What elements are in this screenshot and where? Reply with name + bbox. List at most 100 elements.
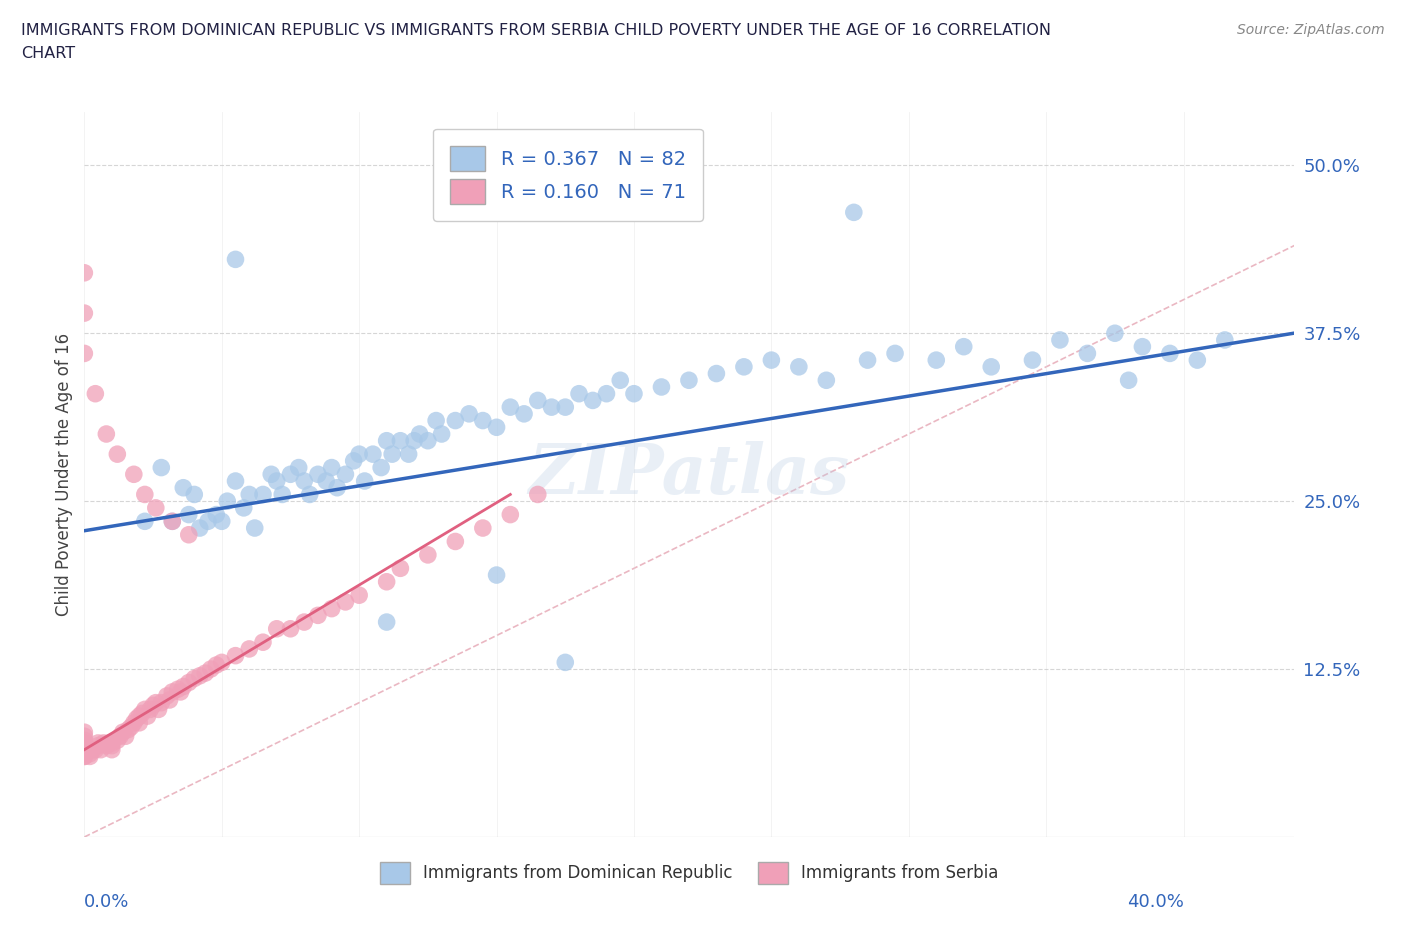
Point [87, 738, 110, 753]
Text: Source: ZipAtlas.com: Source: ZipAtlas.com [1237, 23, 1385, 37]
Point [162, 514, 184, 529]
Point [238, 487, 260, 502]
Point [733, 359, 755, 374]
Point [156, 688, 179, 703]
Point [527, 487, 550, 502]
Point [1118, 373, 1140, 388]
Point [471, 413, 494, 428]
Point [125, 711, 148, 726]
Point [183, 487, 205, 502]
Point [194, 666, 217, 681]
Point [120, 720, 142, 735]
Point [815, 373, 838, 388]
Point [122, 715, 145, 730]
Point [425, 413, 447, 428]
Point [90, 742, 112, 757]
Point [582, 393, 605, 408]
Y-axis label: Child Poverty Under the Age of 16: Child Poverty Under the Age of 16 [55, 333, 73, 616]
Point [595, 386, 617, 401]
Point [252, 487, 274, 502]
Point [952, 339, 974, 354]
Point [150, 460, 173, 475]
Point [205, 507, 228, 522]
Point [1187, 352, 1209, 367]
Point [471, 521, 494, 536]
Point [98, 736, 121, 751]
Point [292, 473, 315, 488]
Point [1076, 346, 1098, 361]
Point [73, 738, 96, 753]
Text: CHART: CHART [21, 46, 75, 61]
Point [540, 400, 562, 415]
Point [444, 413, 467, 428]
Point [884, 346, 907, 361]
Point [315, 473, 337, 488]
Point [554, 400, 576, 415]
Point [211, 655, 233, 670]
Point [430, 427, 453, 442]
Point [856, 352, 879, 367]
Point [172, 679, 194, 694]
Point [335, 594, 357, 609]
Point [292, 615, 315, 630]
Point [145, 500, 167, 515]
Point [73, 733, 96, 748]
Point [162, 514, 184, 529]
Point [211, 514, 233, 529]
Point [73, 749, 96, 764]
Point [243, 521, 266, 536]
Point [150, 696, 173, 711]
Point [73, 724, 96, 739]
Point [343, 454, 366, 469]
Point [1104, 326, 1126, 340]
Point [217, 494, 239, 509]
Point [266, 473, 288, 488]
Point [347, 446, 370, 461]
Point [108, 729, 131, 744]
Point [159, 693, 181, 708]
Point [101, 736, 124, 751]
Point [128, 709, 150, 724]
Point [650, 379, 672, 394]
Point [499, 507, 522, 522]
Point [307, 467, 329, 482]
Point [398, 446, 420, 461]
Point [84, 742, 107, 757]
Point [370, 460, 392, 475]
Point [105, 733, 128, 748]
Point [114, 729, 136, 744]
Point [73, 265, 96, 280]
Point [458, 406, 481, 421]
Point [335, 467, 357, 482]
Point [169, 684, 191, 699]
Point [131, 706, 153, 721]
Point [280, 467, 302, 482]
Point [96, 738, 118, 753]
Point [1132, 339, 1154, 354]
Point [499, 400, 522, 415]
Point [485, 567, 508, 582]
Legend: Immigrants from Dominican Republic, Immigrants from Serbia: Immigrants from Dominican Republic, Immi… [373, 856, 1005, 890]
Point [73, 306, 96, 321]
Point [1021, 352, 1043, 367]
Point [145, 696, 167, 711]
Point [96, 427, 118, 442]
Text: 40.0%: 40.0% [1126, 894, 1184, 911]
Point [136, 709, 159, 724]
Point [128, 715, 150, 730]
Point [260, 467, 283, 482]
Point [73, 729, 96, 744]
Point [101, 738, 124, 753]
Text: IMMIGRANTS FROM DOMINICAN REPUBLIC VS IMMIGRANTS FROM SERBIA CHILD POVERTY UNDER: IMMIGRANTS FROM DOMINICAN REPUBLIC VS IM… [21, 23, 1052, 38]
Point [79, 749, 101, 764]
Point [148, 702, 170, 717]
Point [1049, 333, 1071, 348]
Point [347, 588, 370, 603]
Point [73, 749, 96, 764]
Point [623, 386, 645, 401]
Point [82, 742, 104, 757]
Point [225, 648, 247, 663]
Point [416, 548, 439, 563]
Point [238, 642, 260, 657]
Point [73, 346, 96, 361]
